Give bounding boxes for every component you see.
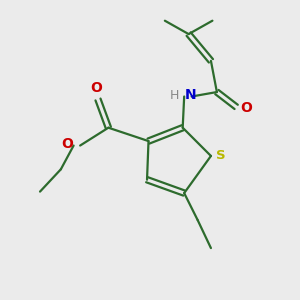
Text: O: O (62, 137, 74, 151)
Text: S: S (216, 149, 226, 162)
Text: N: N (185, 88, 197, 102)
Text: H: H (170, 88, 179, 101)
Text: O: O (91, 81, 102, 95)
Text: O: O (240, 101, 252, 116)
